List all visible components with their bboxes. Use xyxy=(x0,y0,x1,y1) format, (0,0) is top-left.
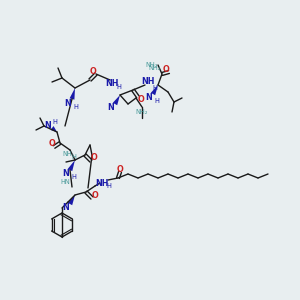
Text: H: H xyxy=(72,174,76,180)
Text: H: H xyxy=(106,183,111,189)
Text: NH: NH xyxy=(62,151,72,157)
Text: N: N xyxy=(63,202,69,211)
Text: H: H xyxy=(154,98,159,104)
Polygon shape xyxy=(113,95,120,105)
Polygon shape xyxy=(50,126,57,132)
Text: NH: NH xyxy=(95,178,109,188)
Text: N: N xyxy=(146,94,152,103)
Text: O: O xyxy=(138,95,144,104)
Text: H: H xyxy=(153,85,158,91)
Polygon shape xyxy=(68,195,75,205)
Text: HN: HN xyxy=(60,179,70,185)
Text: O: O xyxy=(92,190,98,200)
Text: O: O xyxy=(90,67,96,76)
Text: H: H xyxy=(52,119,57,125)
Polygon shape xyxy=(68,160,75,171)
Text: H: H xyxy=(117,84,122,90)
Text: O: O xyxy=(163,64,170,74)
Text: H: H xyxy=(74,104,78,110)
Text: N: N xyxy=(63,169,69,178)
Text: NH₂: NH₂ xyxy=(136,109,148,115)
Text: NH₂: NH₂ xyxy=(146,62,158,68)
Text: NH: NH xyxy=(141,77,155,86)
Text: O: O xyxy=(117,164,123,173)
Text: NH: NH xyxy=(105,79,119,88)
Text: N: N xyxy=(108,103,114,112)
Text: N: N xyxy=(64,100,71,109)
Text: H: H xyxy=(72,154,76,160)
Polygon shape xyxy=(70,88,75,100)
Text: NH₂: NH₂ xyxy=(149,65,161,71)
Text: O: O xyxy=(91,154,98,163)
Polygon shape xyxy=(151,85,158,95)
Text: O: O xyxy=(49,140,56,148)
Text: N: N xyxy=(45,122,51,130)
